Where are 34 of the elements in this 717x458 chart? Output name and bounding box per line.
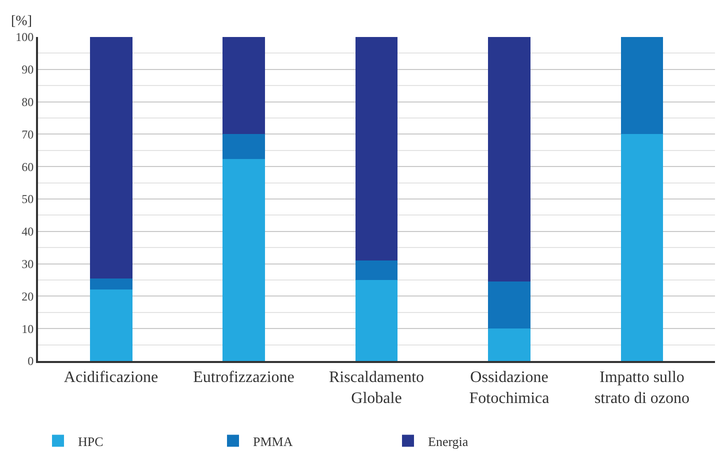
bar: [620, 134, 664, 361]
y-tick-label: 0: [28, 354, 34, 368]
x-tick-label: Acidificazione: [64, 369, 158, 386]
x-tick-label: Impatto sullo strato di ozono: [594, 369, 690, 407]
y-tick-label: 50: [22, 192, 34, 206]
y-tick-label: 90: [22, 62, 34, 77]
y-tick-label: 20: [22, 289, 34, 304]
y-tick-label: 100: [16, 30, 34, 44]
x-tick-label: Ossidazione Fotochimica: [469, 369, 550, 407]
bar: [90, 37, 132, 279]
bar: [355, 280, 398, 361]
bar: [488, 37, 530, 282]
y-tick-label: 30: [22, 257, 34, 271]
bar: [355, 260, 398, 280]
bar: [222, 159, 265, 361]
legend-label: HPC: [78, 434, 104, 449]
x-tick-label: Eutrofizzazione: [193, 369, 294, 386]
bar: [90, 278, 132, 290]
x-tick-label: Riscaldamento Globale: [328, 369, 424, 407]
y-tick-label: 80: [22, 95, 34, 109]
bar: [90, 290, 132, 361]
y-tick-label: 70: [22, 127, 34, 142]
bar: [355, 37, 398, 261]
bar: [620, 37, 664, 134]
bar: [222, 37, 265, 134]
y-tick-label: 60: [22, 160, 34, 174]
y-tick-label: 40: [22, 224, 34, 239]
legend-label: PMMA: [253, 434, 294, 449]
bar: [488, 282, 530, 329]
y-axis-title: [%]: [11, 14, 32, 29]
bar: [222, 134, 265, 160]
legend-label: Energia: [428, 434, 468, 449]
y-tick-label: 10: [22, 322, 34, 336]
bar: [488, 328, 530, 361]
